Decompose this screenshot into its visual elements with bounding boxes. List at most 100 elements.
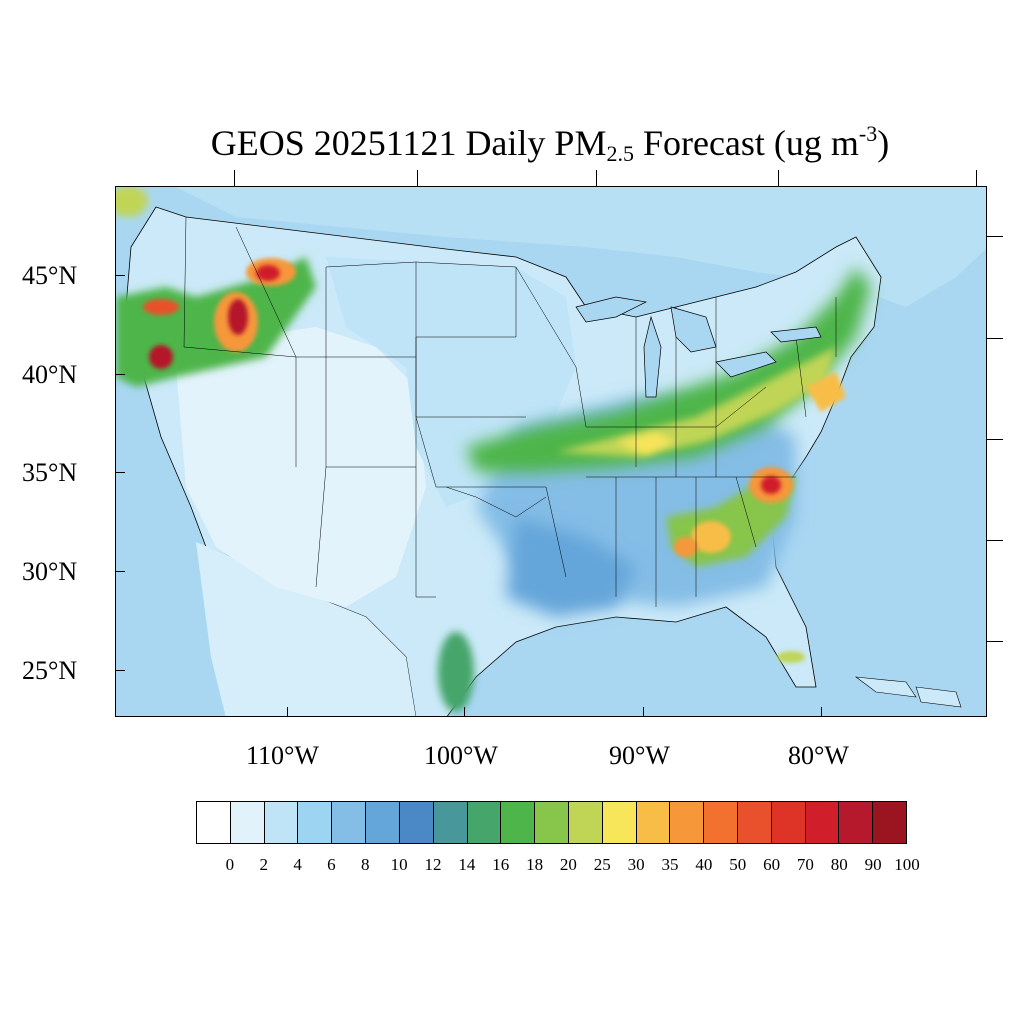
colorbar-label: 70 [796, 855, 814, 874]
oregon-hotspot [143, 299, 179, 315]
tick-right-3 [987, 439, 1003, 440]
colorbar-label: 14 [458, 855, 476, 874]
tick-bottom-90 [643, 707, 644, 717]
colorbar-label: 2 [259, 855, 268, 874]
colorbar-label: 16 [492, 855, 510, 874]
title-main: GEOS 20251121 Daily PM [210, 123, 607, 163]
title-subscript: 2.5 [606, 141, 634, 166]
mid-atlantic-core [806, 372, 846, 412]
tick-top-1 [234, 170, 235, 186]
ncal-hotspot [149, 345, 173, 369]
caribbean-islands [854, 676, 962, 708]
colorbar-label: 8 [361, 855, 370, 874]
lat-label-45n: 45°N [22, 261, 78, 290]
nc-hotspot-inner [761, 476, 781, 494]
lat-label-35n: 35°N [22, 458, 78, 487]
colorbar-box [197, 802, 231, 843]
colorbar-label: 100 [894, 855, 920, 874]
colorbar-box [873, 802, 907, 843]
colorbar-box [467, 802, 502, 843]
florida-hotspot [777, 651, 805, 663]
colorbar-label: 90 [864, 855, 882, 874]
colorbar-label: 20 [559, 855, 577, 874]
colorbar-box [771, 802, 806, 843]
midwest-green-band [466, 267, 871, 472]
tick-top-3 [596, 170, 597, 186]
colorbar-label: 40 [695, 855, 713, 874]
colorbar-box [839, 802, 874, 843]
colorbar-box [738, 802, 772, 843]
colorbar-box [366, 802, 400, 843]
western-interior-field [176, 327, 426, 607]
colorbar-label: 30 [627, 855, 645, 874]
idaho-hotspot-inner [228, 299, 248, 335]
colorbar-box [704, 802, 738, 843]
colorbar-label: 35 [661, 855, 679, 874]
colorbar-box [332, 802, 367, 843]
colorbar-box [230, 802, 265, 843]
tick-left-45 [115, 275, 125, 276]
tick-right-5 [987, 641, 1003, 642]
colorbar-label: 18 [526, 855, 544, 874]
mexico-land [196, 542, 416, 716]
colorbar-box [636, 802, 671, 843]
lat-label-25n: 25°N [22, 656, 78, 685]
colorbar-label: 50 [729, 855, 747, 874]
pm25-map [116, 187, 986, 716]
alabama-hotspot [674, 537, 698, 557]
tick-bottom-80 [821, 707, 822, 717]
canada-land [176, 187, 986, 307]
montana-hotspot-inner [256, 265, 280, 281]
colorbar-label: 80 [830, 855, 848, 874]
colorbar-label: 0 [225, 855, 235, 874]
tick-left-35 [115, 472, 125, 473]
lon-label-110w: 110°W [246, 741, 319, 770]
tick-right-2 [987, 338, 1003, 339]
map-panel [115, 186, 987, 717]
tick-bottom-110 [287, 707, 288, 717]
colorbar-label: 12 [424, 855, 442, 874]
colorbar-label: 6 [327, 855, 336, 874]
colorbar-box [568, 802, 603, 843]
lat-label-30n: 30°N [22, 557, 78, 586]
colorbar-label: 60 [763, 855, 781, 874]
lon-label-80w: 80°W [788, 741, 849, 770]
tick-top-4 [778, 170, 779, 186]
state-boundaries [183, 216, 837, 607]
colorbar-box [602, 802, 637, 843]
ohio-core [616, 432, 676, 455]
colorbar-box [805, 802, 840, 843]
tick-left-30 [115, 571, 125, 572]
colorbar-label: 10 [390, 855, 408, 874]
colorbar-box [670, 802, 705, 843]
colorbar-box [264, 802, 299, 843]
tick-bottom-100 [464, 707, 465, 717]
tick-top-2 [417, 170, 418, 186]
tick-top-5 [976, 170, 977, 186]
tick-left-25 [115, 670, 125, 671]
ohio-yellow-band [556, 347, 836, 457]
colorbar-label: 25 [593, 855, 611, 874]
chart-title: GEOS 20251121 Daily PM2.5 Forecast (ug m… [0, 112, 1024, 176]
colorbar-label: 4 [293, 855, 302, 874]
lat-label-40n: 40°N [22, 360, 78, 389]
tick-right-4 [987, 540, 1003, 541]
tick-left-40 [115, 374, 125, 375]
colorbar-box [298, 802, 333, 843]
tick-right-1 [987, 236, 1003, 237]
colorbar-box [501, 802, 536, 843]
lon-label-100w: 100°W [424, 741, 498, 770]
colorbar-box [535, 802, 569, 843]
title-close: ) [877, 123, 890, 163]
texas-green [438, 632, 474, 712]
georgia-hotspot [691, 521, 731, 553]
title-superscript: -3 [858, 121, 878, 146]
lon-label-90w: 90°W [609, 741, 670, 770]
colorbar [196, 801, 907, 844]
colorbar-box [433, 802, 468, 843]
title-rest: Forecast (ug m [633, 123, 859, 163]
great-lakes [575, 296, 822, 398]
gulf-field [506, 517, 636, 617]
wa-coast-yellow [116, 187, 148, 217]
colorbar-box [399, 802, 434, 843]
